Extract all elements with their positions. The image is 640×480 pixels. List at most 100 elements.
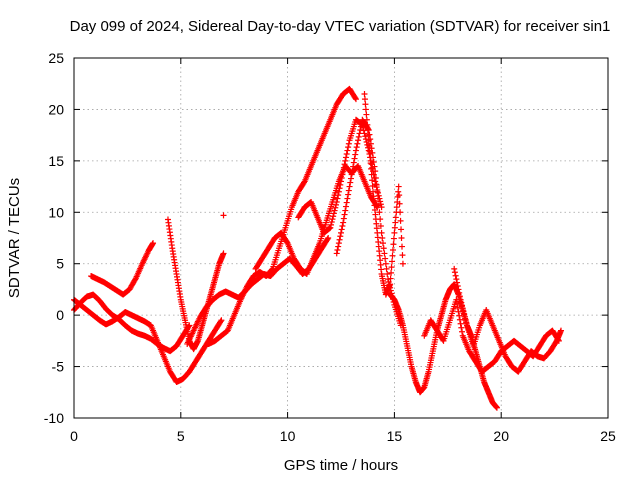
data-point xyxy=(350,159,357,166)
data-point xyxy=(367,154,374,161)
data-point xyxy=(457,296,464,303)
data-point xyxy=(389,252,396,259)
data-point xyxy=(457,320,464,327)
data-point xyxy=(347,179,354,186)
data-point xyxy=(354,140,361,147)
data-point xyxy=(335,188,342,195)
data-point xyxy=(454,283,461,289)
data-point xyxy=(344,195,351,202)
data-point xyxy=(393,204,400,211)
data-point xyxy=(353,144,360,151)
data-point xyxy=(361,91,368,97)
series-arc-6 xyxy=(205,85,359,347)
grid-lines xyxy=(74,58,608,418)
data-point xyxy=(372,168,379,175)
data-point xyxy=(338,178,344,185)
data-point xyxy=(335,243,342,250)
x-tick-label: 5 xyxy=(177,428,185,444)
x-tick-label: 25 xyxy=(600,428,616,444)
data-point xyxy=(220,212,227,219)
data-point xyxy=(338,229,344,236)
y-tick-label: 10 xyxy=(48,204,64,220)
data-point xyxy=(366,148,373,155)
data-point xyxy=(397,217,404,224)
data-point xyxy=(373,181,380,188)
data-point xyxy=(454,300,461,307)
data-point xyxy=(345,144,352,151)
x-tick-label: 20 xyxy=(493,428,509,444)
y-tick-label: 25 xyxy=(48,50,64,66)
data-point xyxy=(329,216,336,223)
data-point xyxy=(395,188,402,195)
data-point xyxy=(342,154,349,161)
data-point xyxy=(218,317,225,324)
data-point xyxy=(330,210,337,217)
data-point xyxy=(337,233,344,240)
series-arc-11 xyxy=(387,281,500,411)
data-point xyxy=(361,96,368,103)
data-point xyxy=(330,213,337,220)
data-point xyxy=(362,101,369,108)
data-point xyxy=(328,219,335,225)
data-point xyxy=(344,147,351,154)
data-point xyxy=(558,327,565,334)
data-point xyxy=(390,235,397,242)
data-point xyxy=(339,171,346,178)
data-point xyxy=(345,191,352,198)
data-point xyxy=(364,121,371,128)
data-point xyxy=(348,171,355,178)
data-point xyxy=(452,272,459,279)
data-point xyxy=(355,137,362,144)
data-point xyxy=(462,316,469,323)
series-arc-10 xyxy=(361,91,406,298)
data-point xyxy=(350,163,357,170)
data-point xyxy=(328,221,335,228)
x-tick-label: 0 xyxy=(70,428,78,444)
data-point xyxy=(335,240,342,247)
plot-frame xyxy=(73,57,609,419)
data-point xyxy=(357,127,364,133)
data-point xyxy=(463,319,470,326)
data-point xyxy=(389,247,396,253)
data-point xyxy=(368,165,375,172)
data-point xyxy=(376,209,383,216)
data-point xyxy=(395,183,402,190)
data-point xyxy=(357,123,364,130)
data-point xyxy=(458,324,465,331)
data-point xyxy=(355,133,362,140)
data-point xyxy=(352,147,359,154)
data-point xyxy=(456,293,463,300)
data-point xyxy=(342,207,349,214)
y-tick-label: 15 xyxy=(48,153,64,169)
x-tick-label: 15 xyxy=(387,428,403,444)
x-axis-label: GPS time / hours xyxy=(284,457,398,474)
data-point xyxy=(387,275,394,282)
y-axis-label: SDTVAR / TECUs xyxy=(6,178,23,298)
y-tick-label: 0 xyxy=(56,307,64,323)
data-point xyxy=(333,199,340,205)
data-point xyxy=(398,226,405,233)
data-point xyxy=(352,96,359,103)
data-point xyxy=(461,311,468,317)
data-point xyxy=(340,219,347,226)
data-point xyxy=(383,265,390,272)
data-point xyxy=(336,236,343,243)
x-tick-label: 10 xyxy=(280,428,296,444)
data-point xyxy=(334,247,341,253)
data-point xyxy=(368,171,375,178)
data-point xyxy=(367,160,374,167)
data-point xyxy=(399,252,406,259)
series-arc-13 xyxy=(451,265,565,375)
data-point xyxy=(366,143,373,149)
data-point xyxy=(341,211,348,218)
series-arc-8 xyxy=(295,116,385,236)
data-point xyxy=(338,226,345,233)
data-point xyxy=(384,271,391,277)
data-point xyxy=(396,200,403,207)
data-point xyxy=(338,175,345,181)
data-point xyxy=(456,316,463,323)
data-point xyxy=(454,279,461,286)
y-tick-label: 5 xyxy=(56,256,64,272)
data-point xyxy=(340,168,347,175)
data-point xyxy=(390,241,397,248)
